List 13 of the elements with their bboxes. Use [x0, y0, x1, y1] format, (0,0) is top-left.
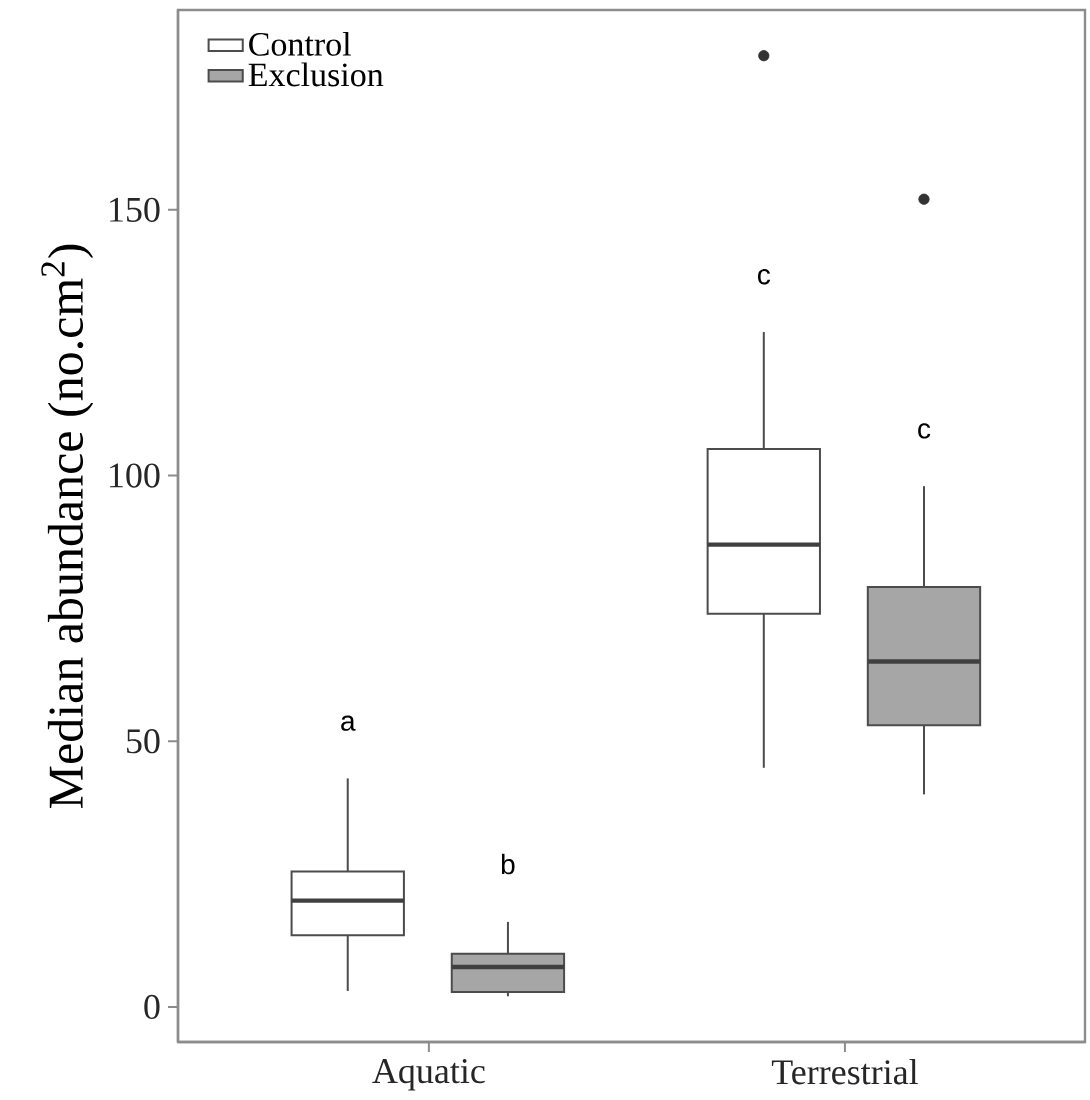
y-tick-label: 150 — [110, 197, 160, 222]
y-tick-label: 50 — [127, 729, 160, 754]
legend-label: Control — [249, 31, 351, 56]
annotation: c — [918, 423, 931, 439]
legend-label: Exclusion — [248, 62, 384, 87]
annotation: a — [341, 715, 356, 731]
annotation: c — [758, 269, 771, 285]
y-tick-label: 100 — [110, 463, 160, 488]
y-axis-title: Median abundance (no.cm$^{2}$) — [41, 244, 94, 808]
y-tick-label: 0 — [144, 994, 160, 1020]
x-tick-label: Aquatic — [372, 1059, 485, 1091]
x-tick-label: Terrestrial — [771, 1059, 918, 1085]
annotation: b — [501, 853, 515, 875]
